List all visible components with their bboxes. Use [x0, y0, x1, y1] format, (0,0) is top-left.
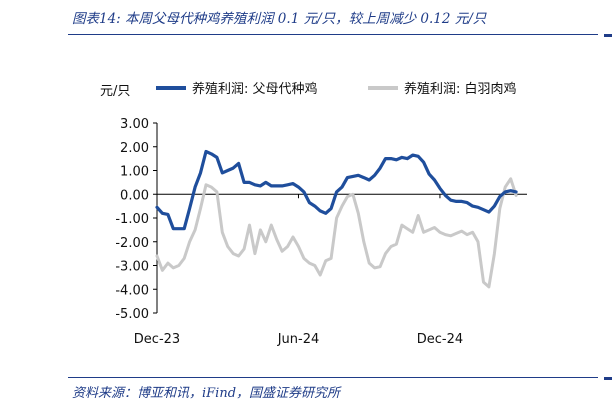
chart-axes: [156, 123, 527, 313]
x-tick-label: Dec-24: [417, 332, 463, 347]
y-axis-unit: 元/只: [100, 84, 131, 99]
legend-label-broiler: 养殖利润: 白羽肉鸡: [404, 82, 517, 97]
top-rule-accent: [604, 34, 612, 37]
series-line-broiler: [155, 177, 518, 289]
y-tick-label: -2.00: [115, 236, 149, 251]
chart-title: 图表14: 本周父母代种鸡养殖利润 0.1 元/只，较上周减少 0.12 元/只: [72, 11, 487, 27]
x-tick-label: Dec-23: [134, 332, 180, 347]
y-tick-label: 2.00: [120, 141, 149, 156]
y-tick-label: -5.00: [115, 307, 149, 322]
legend-item-parent-breeder: 养殖利润: 父母代种鸡: [156, 78, 318, 97]
bottom-rule: [68, 377, 598, 378]
top-rule: [68, 34, 598, 35]
legend-swatch-parent-breeder: [156, 85, 186, 90]
bottom-rule-accent: [604, 377, 612, 380]
y-tick-label: -3.00: [115, 260, 149, 275]
legend-item-broiler: 养殖利润: 白羽肉鸡: [368, 78, 517, 97]
y-tick-label: 3.00: [120, 117, 149, 132]
y-tick-label: -1.00: [115, 212, 149, 227]
chart-series: [155, 149, 518, 289]
source-note: 资料来源：博亚和讯，iFind，国盛证券研究所: [72, 386, 341, 401]
legend-label-parent-breeder: 养殖利润: 父母代种鸡: [192, 82, 318, 97]
legend-swatch-broiler: [368, 85, 398, 90]
x-axis-ticks: Dec-23 Jun-24 Dec-24: [134, 194, 463, 347]
x-tick-label: Jun-24: [277, 332, 320, 347]
y-axis-ticks: 3.00 2.00 1.00 0.00 -1.00 -2.00 -3.00 -4.00 -5.0…: [115, 117, 157, 322]
y-tick-label: -4.00: [115, 283, 149, 298]
series-line-parent-breeder: [155, 149, 518, 231]
y-tick-label: 0.00: [120, 188, 149, 203]
y-tick-label: 1.00: [120, 165, 149, 180]
